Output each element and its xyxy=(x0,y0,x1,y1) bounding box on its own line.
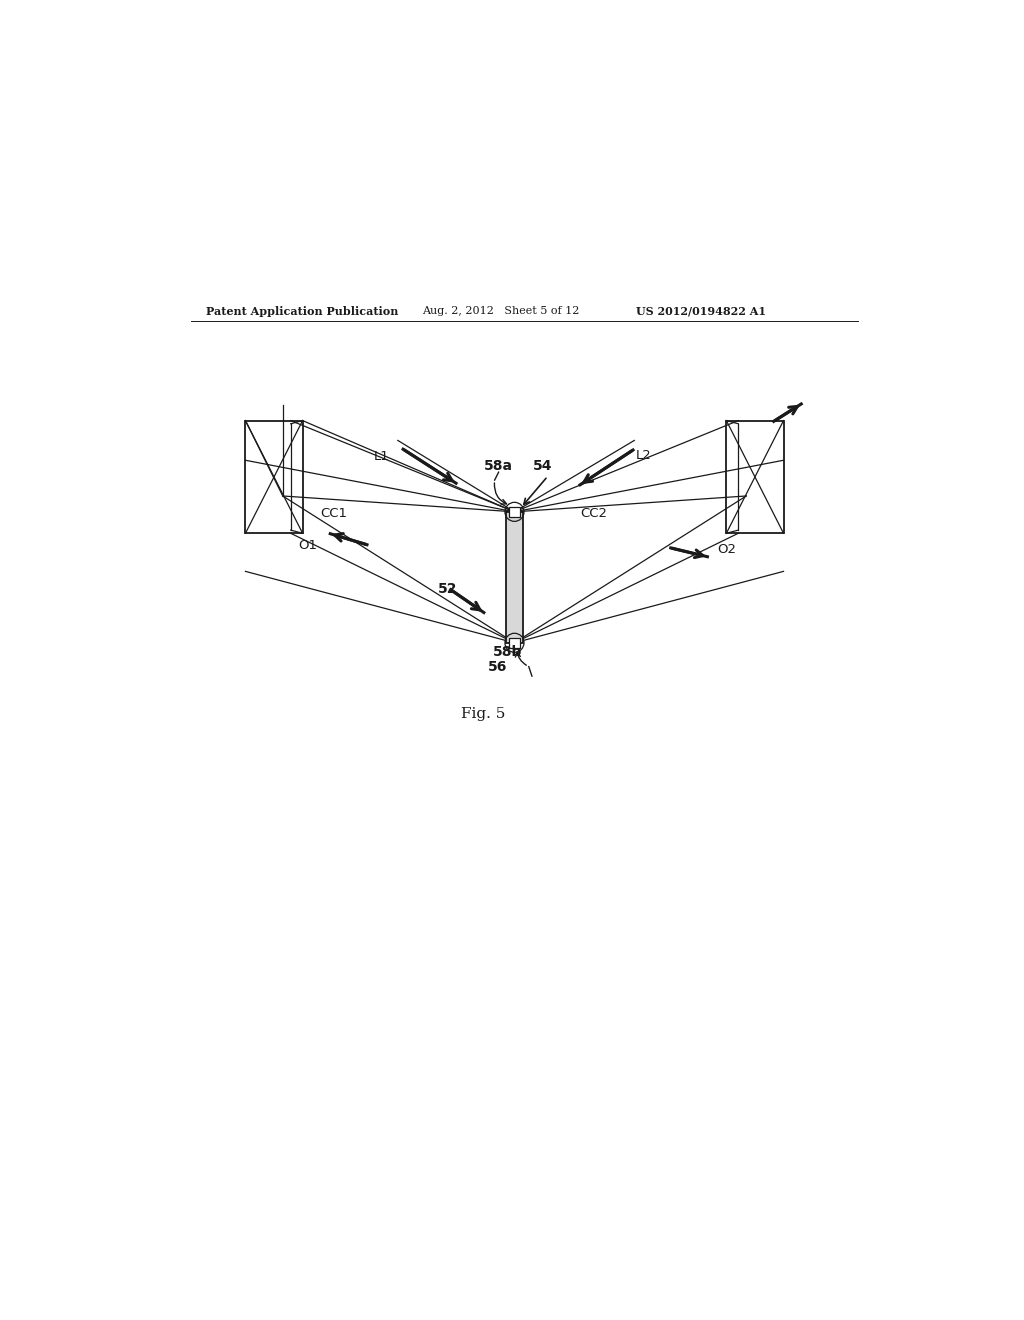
Text: 54: 54 xyxy=(532,459,552,473)
Text: Patent Application Publication: Patent Application Publication xyxy=(206,305,398,317)
Bar xyxy=(509,638,519,648)
Text: CC2: CC2 xyxy=(581,507,607,520)
Bar xyxy=(509,507,519,517)
Text: CC1: CC1 xyxy=(321,507,347,520)
Text: Fig. 5: Fig. 5 xyxy=(461,708,505,721)
Text: L2: L2 xyxy=(636,449,651,462)
Text: 58b: 58b xyxy=(494,645,522,659)
Text: Aug. 2, 2012   Sheet 5 of 12: Aug. 2, 2012 Sheet 5 of 12 xyxy=(422,306,579,315)
Text: L1: L1 xyxy=(374,450,390,463)
Text: 52: 52 xyxy=(437,582,457,595)
Text: US 2012/0194822 A1: US 2012/0194822 A1 xyxy=(636,305,766,317)
Text: 56: 56 xyxy=(487,660,507,673)
Text: O1: O1 xyxy=(299,539,317,552)
Bar xyxy=(506,512,523,643)
Text: 58a: 58a xyxy=(483,459,513,473)
Text: O2: O2 xyxy=(717,543,736,556)
